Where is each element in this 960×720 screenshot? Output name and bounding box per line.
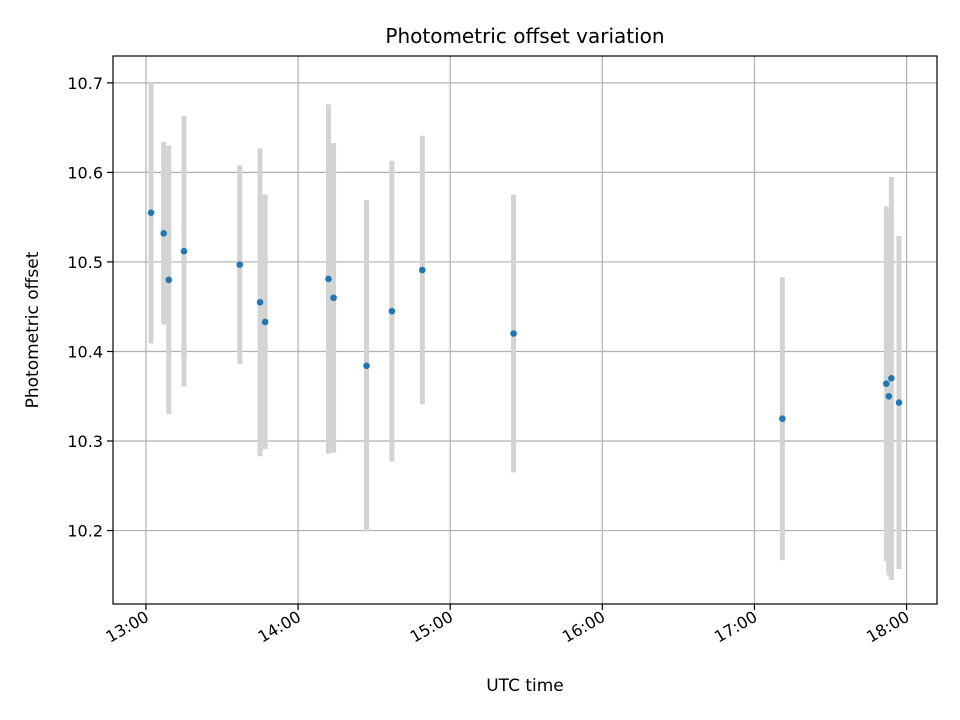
data-point — [510, 330, 517, 337]
x-tick-label: 18:00 — [863, 607, 912, 647]
y-tick-label: 10.6 — [67, 163, 103, 182]
errorbar-series — [148, 81, 902, 580]
x-tick-label: 15:00 — [407, 607, 456, 647]
y-tick-label: 10.5 — [67, 253, 103, 272]
data-point — [180, 247, 188, 255]
data-point — [147, 209, 155, 216]
data-point — [236, 261, 244, 268]
y-axis-title: Photometric offset — [23, 251, 43, 408]
y-tick-label: 10.3 — [67, 432, 103, 451]
y-tick-label: 10.2 — [67, 522, 103, 541]
y-axis: 10.2 10.3 10.4 10.5 10.6 10.7 — [67, 74, 113, 541]
data-point — [882, 380, 890, 388]
data-point — [261, 318, 269, 326]
x-tick-label: 13:00 — [103, 607, 152, 647]
y-tick-label: 10.7 — [67, 74, 103, 93]
x-tick-label: 17:00 — [711, 607, 760, 647]
x-tick-label: 14:00 — [255, 607, 304, 647]
grid — [113, 56, 937, 604]
data-point — [895, 399, 903, 406]
plot-frame — [112, 55, 938, 605]
data-point — [165, 276, 173, 284]
x-axis-title: UTC time — [486, 676, 564, 696]
x-axis: 13:00 14:00 15:00 16:00 17:00 18:00 — [103, 604, 913, 647]
data-point — [419, 266, 426, 274]
data-point — [388, 307, 396, 315]
x-tick-label: 16:00 — [559, 607, 608, 647]
y-tick-label: 10.4 — [67, 342, 103, 361]
data-point — [779, 415, 786, 422]
chart-title: Photometric offset variation — [385, 24, 664, 48]
data-point — [160, 229, 168, 237]
data-point — [363, 362, 370, 370]
point-series — [147, 209, 903, 422]
data-point — [885, 392, 893, 400]
data-point — [256, 298, 264, 306]
data-point — [325, 275, 332, 283]
data-point — [330, 294, 337, 302]
data-point — [888, 375, 895, 382]
